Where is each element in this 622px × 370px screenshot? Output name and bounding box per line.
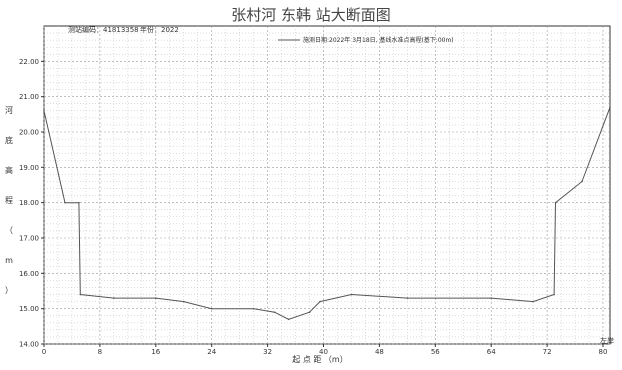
y-tick-label: 18.00 xyxy=(19,199,39,207)
data-point xyxy=(64,201,66,204)
x-tick-label: 72 xyxy=(543,348,552,356)
y-tick-label: 15.00 xyxy=(19,305,39,313)
y-axis-label-char: 河 xyxy=(5,105,13,115)
y-tick-label: 14.00 xyxy=(19,341,39,349)
data-point xyxy=(273,311,276,314)
y-axis-label-char: 底 xyxy=(5,135,13,145)
x-tick-label: 40 xyxy=(319,348,328,356)
x-tick-label: 48 xyxy=(375,348,384,356)
y-axis-label-char: m xyxy=(5,256,13,265)
data-point xyxy=(79,293,82,296)
y-axis-label-char: 程 xyxy=(5,196,13,205)
x-tick-label: 32 xyxy=(263,348,272,356)
station-code: 测站编码：41813358 xyxy=(68,25,139,34)
data-point xyxy=(155,297,157,299)
x-tick-label: 16 xyxy=(151,348,160,356)
data-point xyxy=(609,106,611,109)
x-axis-ticks: 0 8 16 24 32 40 48 56 64 72 80 xyxy=(42,344,608,356)
y-tick-label: 17.00 xyxy=(19,235,39,243)
grid-lines xyxy=(43,26,610,345)
data-point xyxy=(350,293,353,296)
data-point xyxy=(532,300,534,303)
y-tick-label: 19.00 xyxy=(19,164,39,172)
data-point xyxy=(182,300,185,303)
data-point xyxy=(308,311,311,314)
y-tick-label: 21.00 xyxy=(19,93,39,101)
data-point xyxy=(319,300,321,303)
y-axis-label-char: ） xyxy=(5,286,13,295)
y-axis-label-char: 高 xyxy=(5,165,13,175)
x-tick-label: 80 xyxy=(599,348,608,356)
y-tick-label: 22.00 xyxy=(19,58,39,66)
y-tick-label: 16.00 xyxy=(19,270,39,278)
data-point xyxy=(581,180,583,183)
plot-area xyxy=(43,25,611,345)
data-point xyxy=(554,201,557,204)
chart-title: 张村河 东韩 站大断面图 xyxy=(231,6,391,24)
data-point xyxy=(406,297,409,299)
data-point xyxy=(210,307,213,310)
y-tick-label: 20.00 xyxy=(19,129,39,137)
y-axis-label-char: （ xyxy=(5,226,13,235)
data-point xyxy=(490,297,493,299)
y-axis-ticks: 14.00 15.00 16.00 17.00 18.00 19.00 20.00 21.00… xyxy=(19,58,44,349)
x-end-label: 左岸 xyxy=(600,336,614,345)
x-tick-label: 56 xyxy=(431,348,440,356)
data-point xyxy=(78,201,80,204)
x-tick-label: 64 xyxy=(487,348,496,356)
data-point xyxy=(43,110,45,112)
data-point xyxy=(287,318,290,321)
x-tick-label: 0 xyxy=(42,348,46,356)
x-tick-label: 24 xyxy=(207,348,216,356)
series-layer xyxy=(43,106,611,321)
legend: 施测日期:2022年 3月18日, 基线水准点高程(基下:00m) xyxy=(278,36,454,44)
data-point xyxy=(113,297,115,299)
x-axis-label: 起 点 距 （m） xyxy=(292,355,347,364)
legend-entry: 施测日期:2022年 3月18日, 基线水准点高程(基下:00m) xyxy=(303,36,454,44)
data-point xyxy=(252,307,255,310)
data-point xyxy=(553,293,555,296)
year-label: 年份：2022 xyxy=(140,25,179,34)
x-tick-label: 8 xyxy=(98,348,102,356)
